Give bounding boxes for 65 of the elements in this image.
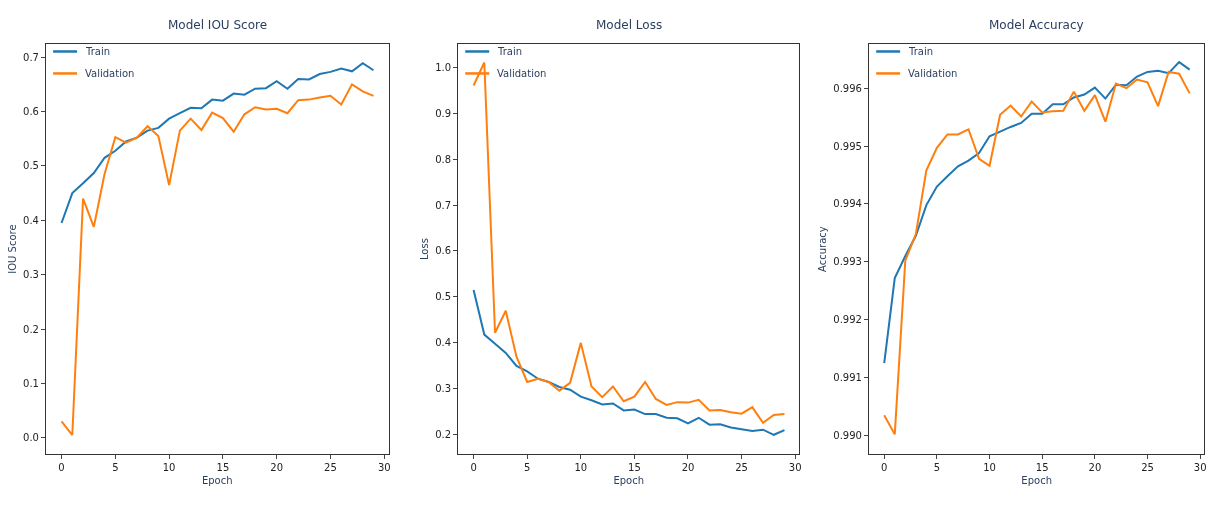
y-tick-label: 0.6 (23, 106, 39, 118)
y-tick-label: 0.995 (833, 140, 862, 152)
y-tick-label: 0.4 (23, 214, 39, 226)
x-tick-label: 20 (270, 462, 284, 474)
y-tick-label: 0.3 (435, 383, 452, 395)
y-tick-label: 0.5 (23, 160, 39, 172)
y-tick-label: 0.5 (435, 291, 452, 303)
x-axis-title: Epoch (613, 474, 645, 486)
legend-label: Validation (908, 68, 958, 79)
y-axis-title: IOU Score (7, 224, 19, 274)
x-axis-title: Epoch (1021, 474, 1052, 486)
x-tick-label: 30 (788, 462, 802, 474)
legend-label: Validation (497, 68, 547, 79)
x-tick-label: 0 (58, 462, 65, 474)
line-series (60, 83, 375, 437)
x-tick-label: 0 (881, 462, 888, 474)
y-tick-label: 0.7 (23, 51, 39, 63)
chart-title: Model IOU Score (168, 18, 268, 32)
x-tick-label: 5 (112, 462, 119, 474)
chart-title: Model Accuracy (989, 18, 1084, 32)
y-tick-label: 0.1 (23, 377, 39, 389)
y-axis-title: Accuracy (817, 226, 829, 272)
y-axis-title: Loss (419, 238, 431, 261)
x-tick-label: 15 (628, 462, 641, 474)
x-tick-label: 25 (1141, 462, 1154, 474)
y-tick-label: 0.993 (833, 256, 862, 268)
legend-label: Train (908, 46, 933, 57)
y-tick-label: 0.994 (833, 198, 862, 210)
y-tick-label: 0.2 (435, 429, 452, 441)
x-axis-title: Epoch (201, 474, 233, 486)
line-series (883, 61, 1191, 365)
x-tick-label: 10 (983, 462, 996, 474)
y-tick-label: 0.990 (833, 430, 862, 442)
y-tick-label: 0.992 (833, 314, 862, 326)
x-tick-label: 10 (162, 462, 176, 474)
y-tick-label: 0.0 (23, 432, 39, 444)
x-tick-label: 20 (1088, 462, 1102, 474)
chart-title: Model Loss (596, 18, 663, 32)
y-tick-label: 0.9 (435, 107, 452, 119)
y-tick-label: 0.996 (833, 82, 862, 94)
y-tick-label: 0.991 (833, 372, 862, 384)
y-tick-label: 0.2 (23, 323, 39, 335)
x-tick-label: 20 (681, 462, 695, 474)
x-tick-label: 30 (377, 462, 391, 474)
legend-label: Train (85, 46, 110, 57)
legend-label: Train (497, 46, 522, 57)
y-tick-label: 1.0 (435, 61, 452, 73)
line-series (472, 289, 786, 436)
x-tick-label: 15 (1035, 462, 1049, 474)
y-tick-label: 0.8 (435, 153, 452, 165)
x-tick-label: 30 (1193, 462, 1207, 474)
x-tick-label: 25 (735, 462, 748, 474)
x-tick-label: 5 (933, 462, 941, 474)
line-series (883, 70, 1191, 436)
x-tick-label: 15 (216, 462, 230, 474)
y-tick-label: 0.4 (435, 337, 452, 349)
x-tick-label: 10 (574, 462, 588, 474)
x-tick-label: 25 (324, 462, 337, 474)
x-tick-label: 0 (470, 462, 477, 474)
y-tick-label: 0.7 (435, 199, 452, 211)
line-series (60, 62, 375, 225)
y-tick-label: 0.6 (435, 245, 452, 257)
y-tick-label: 0.3 (23, 269, 39, 281)
legend-label: Validation (85, 68, 135, 79)
x-tick-label: 5 (524, 462, 531, 474)
